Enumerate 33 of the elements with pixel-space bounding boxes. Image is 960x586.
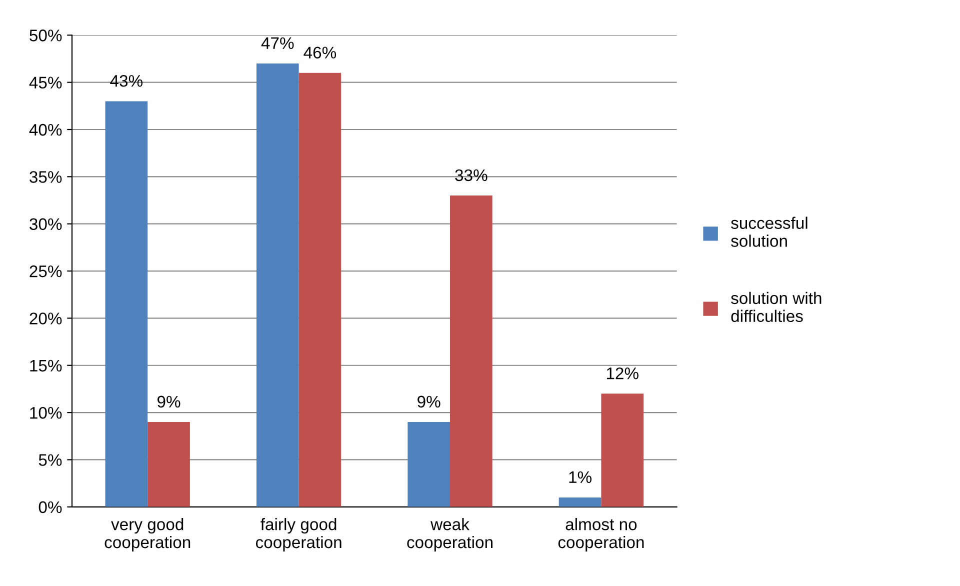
y-tick-label: 50% — [30, 30, 62, 42]
bar — [148, 422, 190, 507]
data-label: 33% — [455, 169, 488, 182]
x-tick-label: almost no cooperation — [558, 518, 644, 552]
data-label: 43% — [110, 74, 143, 87]
bar — [256, 63, 299, 507]
data-label: 12% — [606, 367, 638, 380]
data-label: 47% — [261, 37, 294, 49]
y-tick-label: 10% — [30, 406, 62, 419]
bar — [558, 497, 602, 507]
x-tick-label: weak cooperation — [407, 518, 492, 552]
bar — [298, 72, 342, 507]
y-tick-label: 45% — [29, 76, 62, 89]
y-tick-label: 30% — [30, 218, 62, 230]
data-label: 9% — [158, 396, 180, 408]
data-label: 9% — [418, 396, 440, 408]
y-tick-label: 20% — [30, 312, 62, 324]
y-tick-label: 15% — [30, 360, 62, 372]
bar — [450, 196, 492, 507]
y-tick-label: 25% — [30, 265, 62, 278]
bar — [408, 422, 450, 507]
y-tick-label: 5% — [38, 454, 62, 466]
legend-label: successful solution — [731, 216, 808, 247]
data-label: 46% — [304, 46, 336, 58]
legend-label: solution with difficulties — [731, 292, 822, 322]
bar — [105, 101, 148, 507]
y-tick-label: 40% — [29, 124, 62, 136]
x-tick-label: fairly good cooperation — [256, 518, 342, 552]
x-tick-label: very good cooperation — [104, 518, 190, 552]
bar — [601, 394, 644, 507]
y-tick-label: 0% — [38, 501, 62, 514]
data-label: 1% — [569, 471, 592, 483]
y-tick-label: 35% — [30, 171, 62, 183]
